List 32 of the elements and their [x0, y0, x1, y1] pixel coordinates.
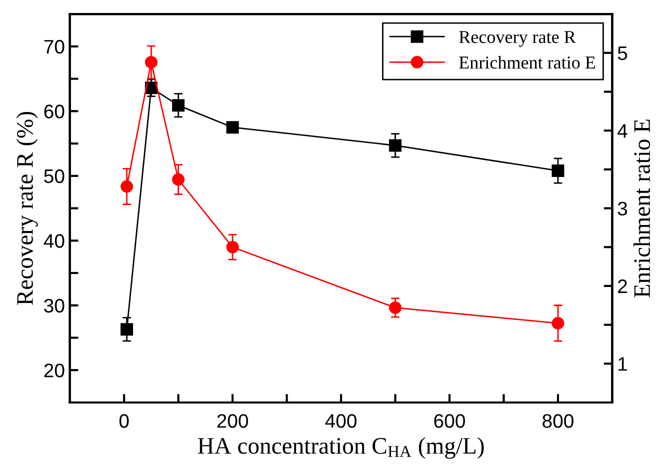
x-axis-title: HA concentration C$_{HA}$ (mg/L) [198, 437, 484, 459]
y-tick-label: 30 [44, 298, 64, 313]
y-tick-label: 50 [44, 169, 64, 184]
y-axis-title: Recovery rate R (%) [16, 112, 38, 305]
point [389, 139, 402, 152]
y2-axis-title: Enrichment ratio E [633, 120, 650, 298]
point [389, 301, 402, 314]
y-tick-label: 70 [44, 40, 64, 54]
y2-tick-label: 2 [618, 279, 627, 293]
y2-tick-label: 4 [618, 124, 628, 138]
point [552, 164, 564, 177]
legend-label: Recovery rate R [459, 31, 576, 47]
point [120, 323, 134, 336]
x-tick-label: 600 [434, 414, 465, 428]
point [172, 173, 185, 186]
point [552, 316, 564, 330]
y-tick-label: 20 [44, 364, 64, 378]
point [172, 99, 185, 112]
y-tick-label: 60 [44, 104, 64, 118]
x-tick-label: 800 [542, 414, 574, 428]
y2-tick-label: 3 [618, 202, 628, 216]
point [226, 121, 239, 134]
y2-tick-label: 1 [618, 357, 627, 371]
y2-tick-label: 5 [618, 46, 628, 60]
point [226, 240, 239, 254]
point [120, 180, 134, 193]
point [144, 56, 158, 68]
x-tick-label: 400 [325, 414, 356, 428]
x-tick-label: 200 [217, 414, 248, 428]
x-tick-label: 0 [119, 414, 129, 428]
y-tick-label: 40 [44, 234, 64, 248]
legend-label: Enrichment ratio E [459, 56, 596, 69]
